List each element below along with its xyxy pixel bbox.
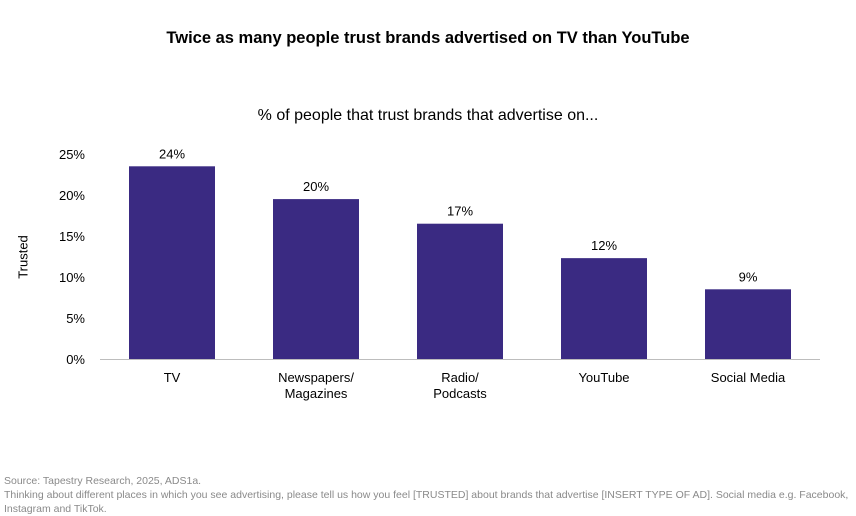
- bar: [129, 166, 215, 359]
- data-label: 12%: [591, 238, 617, 253]
- bar: [273, 199, 359, 359]
- chart-title: Twice as many people trust brands advert…: [166, 29, 690, 47]
- x-tick-label: Podcasts: [433, 386, 487, 401]
- y-tick-label: 15%: [59, 229, 85, 244]
- x-tick-label: Radio/: [441, 370, 479, 385]
- x-tick-label: Magazines: [285, 386, 348, 401]
- y-tick-label: 0%: [66, 352, 85, 367]
- y-tick-label: 5%: [66, 311, 85, 326]
- x-tick-label: TV: [164, 370, 181, 385]
- y-axis-label: Trusted: [15, 235, 31, 279]
- source-line-2: Thinking about different places in which…: [4, 489, 849, 515]
- data-label: 17%: [447, 204, 473, 219]
- y-tick-label: 10%: [59, 270, 85, 285]
- y-tick-label: 20%: [59, 188, 85, 203]
- data-label: 20%: [303, 179, 329, 194]
- y-tick-label: 25%: [59, 147, 85, 162]
- bar: [561, 258, 647, 359]
- x-tick-label: Newspapers/: [278, 370, 354, 385]
- data-label: 24%: [159, 146, 185, 161]
- chart-subtitle: % of people that trust brands that adver…: [257, 107, 599, 124]
- source-line-1: Source: Tapestry Research, 2025, ADS1a.: [4, 475, 202, 487]
- bar: [705, 289, 791, 359]
- bar: [417, 223, 503, 359]
- x-tick-label: YouTube: [578, 370, 629, 385]
- source-note: Source: Tapestry Research, 2025, ADS1a. …: [4, 474, 854, 516]
- x-tick-label: Social Media: [711, 370, 786, 385]
- data-label: 9%: [739, 269, 758, 284]
